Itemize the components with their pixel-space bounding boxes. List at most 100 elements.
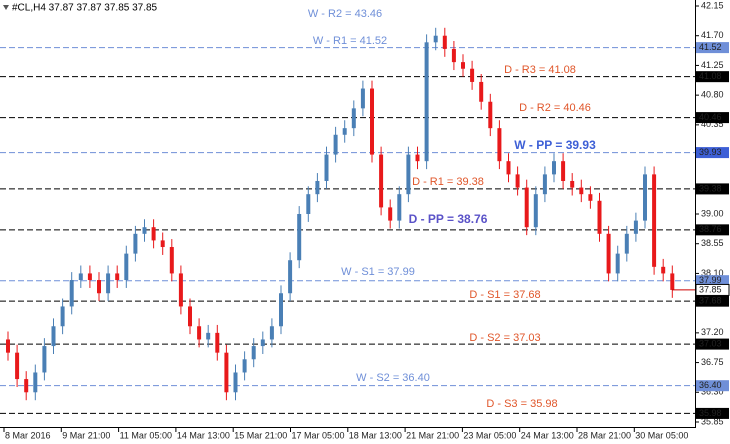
last-price-tag [695, 283, 730, 296]
y-tick-label: 41.25 [701, 60, 724, 70]
candle-body [69, 280, 74, 307]
candle-body [124, 253, 129, 281]
candle-body [661, 266, 666, 274]
candle-body [24, 379, 29, 393]
candle-body [588, 194, 593, 201]
candle-body [579, 187, 584, 195]
y-tick-label: 41.70 [701, 30, 724, 40]
y-tick-label: 36.30 [701, 387, 724, 397]
candle-body [133, 233, 138, 254]
candle-body [224, 352, 229, 393]
candle-body [488, 101, 493, 129]
candle-body [570, 180, 575, 188]
candle-body [288, 260, 293, 294]
candle-body [615, 253, 620, 274]
candle-body [542, 174, 547, 195]
y-tick-label: 35.85 [701, 416, 724, 426]
level-label: D - S1 = 37.68 [469, 289, 540, 301]
candle-body [42, 346, 47, 373]
candle-body [670, 273, 675, 290]
price-tag [696, 71, 729, 83]
candle-body [442, 35, 447, 49]
y-tick-label: 38.55 [701, 238, 724, 248]
level-label: W - S1 = 37.99 [341, 266, 415, 278]
candle-body [597, 200, 602, 234]
price-tag [696, 224, 729, 236]
candle-body [461, 62, 465, 69]
candle-body [178, 273, 183, 307]
candle-body [188, 306, 192, 327]
candle-body [242, 359, 247, 373]
candle-body [306, 194, 311, 214]
price-tag-label: 41.08 [699, 71, 722, 81]
candle-body [370, 88, 374, 155]
y-tick-label: 36.75 [701, 357, 724, 367]
candle-body [151, 227, 156, 241]
level-label: D - S3 = 35.98 [486, 398, 557, 410]
candle-body [643, 174, 647, 221]
level-label: D - R3 = 41.08 [504, 64, 576, 76]
candle-body [415, 154, 420, 162]
candle-body [106, 273, 111, 294]
x-tick-label: 24 Mar 13:00 [521, 430, 574, 440]
candle-body [197, 326, 202, 340]
price-tag-label: 36.40 [699, 380, 722, 390]
candle-body [206, 332, 211, 340]
candle-body [87, 273, 92, 281]
candle-body [160, 240, 165, 248]
y-tick-label: 39.00 [701, 208, 724, 218]
candle-body [115, 273, 120, 281]
price-tag-label: 40.46 [699, 112, 722, 122]
candle-body [515, 174, 520, 188]
candle-body [342, 128, 347, 135]
level-label: W - R2 = 43.46 [308, 8, 382, 20]
candle-body [633, 220, 638, 234]
x-tick-label: 8 Mar 2016 [5, 430, 51, 440]
candle-body [624, 233, 629, 254]
y-tick-label: 40.35 [701, 119, 724, 129]
price-tag-label: 35.98 [699, 408, 722, 418]
candle-body [297, 214, 302, 261]
x-tick-label: 21 Mar 21:00 [406, 430, 459, 440]
x-tick-label: 17 Mar 05:00 [292, 430, 345, 440]
candle-body [506, 161, 511, 175]
candle-body [424, 42, 429, 162]
level-label: D - R2 = 40.46 [519, 102, 591, 114]
price-tag [696, 42, 729, 54]
level-label: D - PP = 38.76 [409, 212, 488, 226]
candle-body [433, 35, 438, 43]
candle-body [652, 174, 657, 267]
price-tag-label: 37.99 [699, 275, 722, 285]
candle-body [251, 346, 256, 360]
x-tick-label: 30 Mar 05:00 [635, 430, 688, 440]
candle-body [497, 128, 502, 162]
level-label: D - R1 = 39.38 [412, 176, 484, 188]
y-tick-label: 40.80 [701, 90, 724, 100]
x-tick-label: 23 Mar 05:00 [463, 430, 516, 440]
last-price-label: 37.85 [699, 284, 722, 294]
price-tag [696, 275, 729, 287]
price-tag [696, 407, 729, 419]
x-tick-label: 11 Mar 05:00 [120, 430, 172, 440]
candle-body [351, 108, 356, 129]
candle-body [97, 280, 101, 294]
candle-body [333, 134, 338, 155]
y-tick-label: 38.10 [701, 268, 724, 278]
x-tick-label: 15 Mar 21:00 [234, 430, 287, 440]
candle-body [388, 207, 393, 221]
candle-body [379, 154, 384, 208]
chart-title: #CL,H4 37.87 37.87 37.85 37.85 [12, 3, 158, 14]
price-tag [696, 380, 729, 392]
candle-body [51, 326, 56, 347]
candle-body [606, 233, 611, 274]
candle-body [470, 68, 475, 82]
candle-body [60, 306, 65, 327]
candle-body [533, 194, 538, 228]
candle-body [233, 372, 238, 393]
candle-body [406, 154, 411, 195]
x-tick-label: 14 Mar 13:00 [177, 430, 230, 440]
candle-body [6, 339, 10, 353]
candle-body [479, 81, 484, 102]
y-tick-label: 37.20 [701, 327, 724, 337]
